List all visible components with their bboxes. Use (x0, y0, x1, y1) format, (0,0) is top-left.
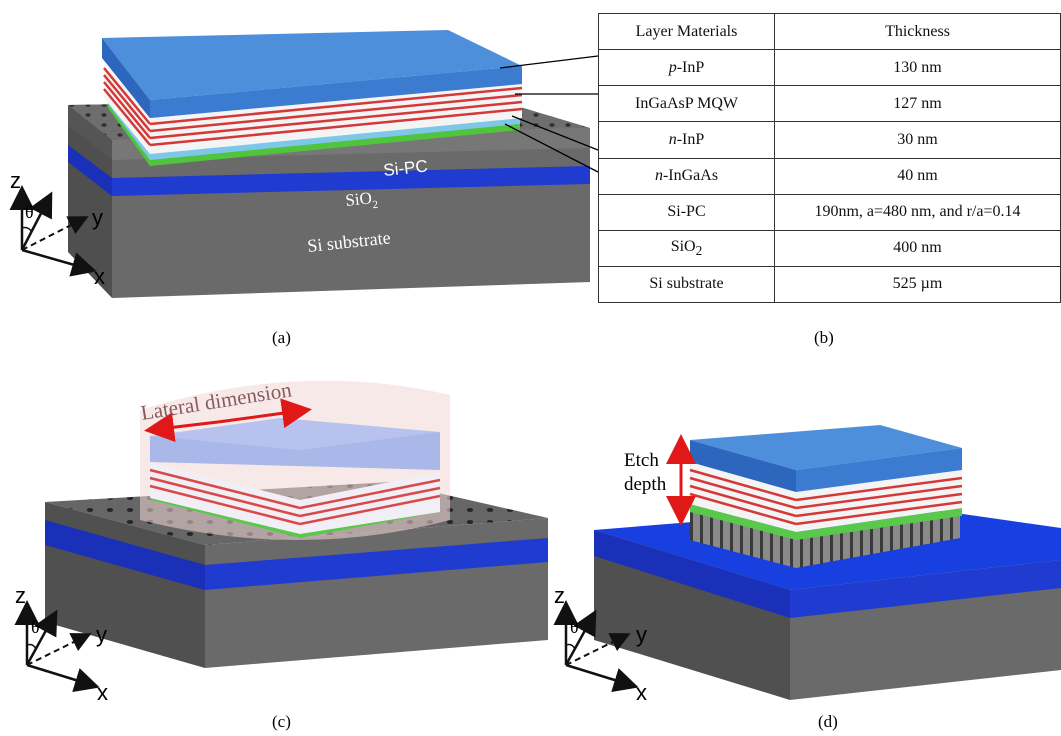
d-mqw-stack (689, 462, 963, 532)
d-top-face (690, 425, 962, 470)
axis-z-label-c: z (15, 583, 26, 608)
etch-label-1: Etch (624, 450, 659, 471)
etch-label-2: depth (624, 474, 667, 495)
d-sio2-side (790, 560, 1061, 618)
table-row: Si-PC 190nm, a=480 nm, and r/a=0.14 (598, 193, 1061, 231)
cell-material: SiO2 (598, 229, 775, 267)
leader-p-inp (499, 55, 599, 69)
axis-theta-label-c: θ (31, 617, 40, 637)
d-sio2-front (594, 530, 790, 618)
sio2-band-side (112, 166, 590, 196)
axis-x-label-d: x (636, 680, 647, 705)
axes-d: z θ y x (553, 583, 647, 705)
axis-y-label-c: y (96, 622, 107, 647)
table-header-row: Layer Materials Thickness (598, 12, 1061, 51)
panel-d-device: Etch depth (594, 425, 1061, 700)
table-row: InGaAsP MQW 127 nm (598, 85, 1061, 123)
cell-thickness: 190nm, a=480 nm, and r/a=0.14 (774, 193, 1061, 231)
cell-material: n-InP (598, 121, 775, 159)
c-top-cap (150, 418, 440, 450)
c-sio2-side (205, 538, 548, 590)
cell-material: p-InP (598, 49, 775, 87)
caption-d: (d) (818, 712, 838, 731)
panel-a-device: Si-PC SiO2 Si substrate (68, 30, 599, 298)
n-inp-layer (108, 95, 520, 160)
table-row: n-InP 30 nm (598, 121, 1061, 159)
sio2-band-front (68, 145, 112, 196)
axis-theta-label-d: θ (570, 617, 579, 637)
table-row: n-InGaAs 40 nm (598, 157, 1061, 195)
mqw-stack (103, 62, 523, 154)
p-inp-side (150, 66, 522, 118)
c-sio2-front (45, 520, 205, 590)
axis-x-label: x (94, 264, 105, 289)
caption-c: (c) (272, 712, 291, 731)
cell-material: Si-PC (598, 193, 775, 231)
cell-material: n-InGaAs (598, 157, 775, 195)
d-green (690, 504, 962, 540)
axes-c: z θ y x (14, 583, 108, 705)
axis-y-label-d: y (636, 622, 647, 647)
table-row: Si substrate 525 µm (598, 265, 1061, 304)
caption-b: (b) (814, 328, 834, 347)
d-top-front (690, 440, 796, 492)
cell-thickness: 40 nm (774, 157, 1061, 195)
cell-thickness: 400 nm (774, 229, 1061, 267)
axis-theta-label: θ (25, 202, 34, 222)
p-inp-top (102, 30, 522, 100)
layer-table: Layer Materials Thickness p-InP 130 nm I… (598, 12, 1061, 304)
layer-table-wrapper: Layer Materials Thickness p-InP 130 nm I… (598, 12, 1061, 304)
table-row: SiO2 400 nm (598, 229, 1061, 267)
d-top-side (796, 448, 962, 492)
cell-material: InGaAsP MQW (598, 85, 775, 123)
axis-z-label-d: z (554, 583, 565, 608)
axis-z-label: z (10, 168, 21, 193)
caption-a: (a) (272, 328, 291, 347)
axes-a: z θ y x (9, 168, 105, 289)
label-sio2: SiO2 (344, 188, 378, 214)
axis-x-label-c: x (97, 680, 108, 705)
leader-n-ingaas (504, 123, 599, 173)
d-substrate-front (594, 530, 790, 700)
c-mqw-stack (149, 462, 441, 534)
header-layer-materials: Layer Materials (598, 12, 775, 51)
axis-y-label: y (92, 205, 103, 230)
cell-thickness: 127 nm (774, 85, 1061, 123)
lateral-arrow-right (217, 398, 312, 429)
table-row: p-InP 130 nm (598, 49, 1061, 87)
cell-thickness: 525 µm (774, 265, 1061, 304)
cell-thickness: 130 nm (774, 49, 1061, 87)
si-pc-front (68, 105, 112, 160)
panel-c-device: Lateral dimension (45, 377, 548, 668)
label-si-pc: Si-PC (382, 156, 428, 180)
cell-thickness: 30 nm (774, 121, 1061, 159)
lateral-arrow (144, 412, 219, 443)
header-thickness: Thickness (774, 12, 1061, 51)
cell-material: Si substrate (598, 265, 775, 304)
leader-n-inp (511, 115, 599, 151)
p-inp-front (102, 38, 150, 118)
